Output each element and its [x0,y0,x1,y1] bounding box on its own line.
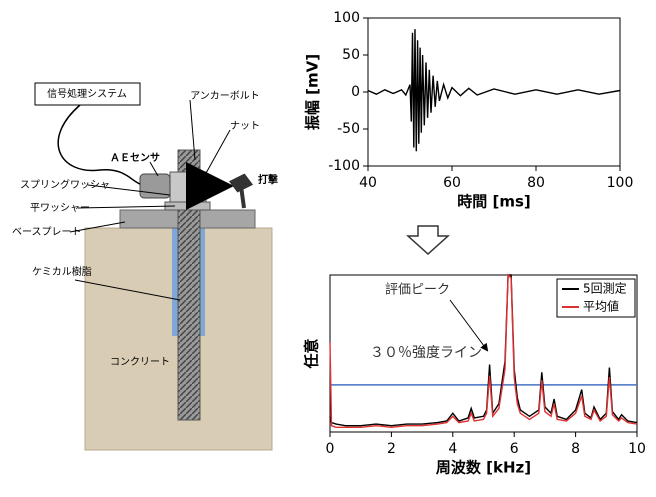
label: アンカーボルト [190,90,260,102]
y-tick-label: 100 [333,10,360,26]
anchor-bolt [177,149,201,421]
y-tick-label: -50 [337,121,360,137]
x-tick-label: 4 [448,441,457,457]
flow-arrow [406,225,450,256]
label: 平ワッシャー [30,203,90,214]
y-axis-label: 振幅 [mV] [304,54,322,130]
label: ナット [230,120,260,132]
x-tick-label: 10 [628,441,646,457]
legend-label: 5回測定 [583,281,627,296]
x-tick-label: 60 [443,175,461,191]
label: ケミカル樹脂 [32,265,92,278]
label: ベースプレート [12,226,82,238]
label: スプリングワッシャ [20,178,110,191]
plot-frame [367,17,621,167]
legend-box [556,278,636,318]
hammer [228,173,254,209]
series-line [367,29,621,152]
reference-label: ３０％強度ライン [370,345,482,361]
label: コンクリート [110,356,170,368]
y-tick-label: 50 [342,47,360,63]
diagram: 信号処理システム アンカーボルト ＡＥセンサ ナット 打撃 スプリングワッシャ … [12,82,278,451]
y-axis-label: 任意 [303,338,321,369]
x-tick-label: 6 [510,441,519,457]
x-tick-label: 0 [326,441,335,457]
label: ＡＥセンサ [110,152,160,164]
x-axis-label: 周波数 [kHz] [436,459,531,477]
series-line [329,273,638,429]
annotation-arrow [449,299,489,352]
x-tick-label: 8 [571,441,580,457]
x-tick-label: 100 [607,175,634,191]
y-tick-label: -100 [328,158,360,174]
y-tick-label: 0 [351,84,360,100]
leader-lines [69,99,231,301]
label: 打撃 [258,173,278,186]
x-axis-label: 時間 [ms] [457,193,531,211]
signal-box [34,82,141,106]
annotation: 評価ピーク [385,283,450,298]
x-tick-label: 40 [359,175,377,191]
nut [169,171,207,203]
x-tick-label: 80 [527,175,545,191]
legend-label: 平均値 [583,299,619,314]
cable [57,104,141,185]
label: 信号処理システム [47,87,127,100]
x-tick-label: 2 [387,441,396,457]
